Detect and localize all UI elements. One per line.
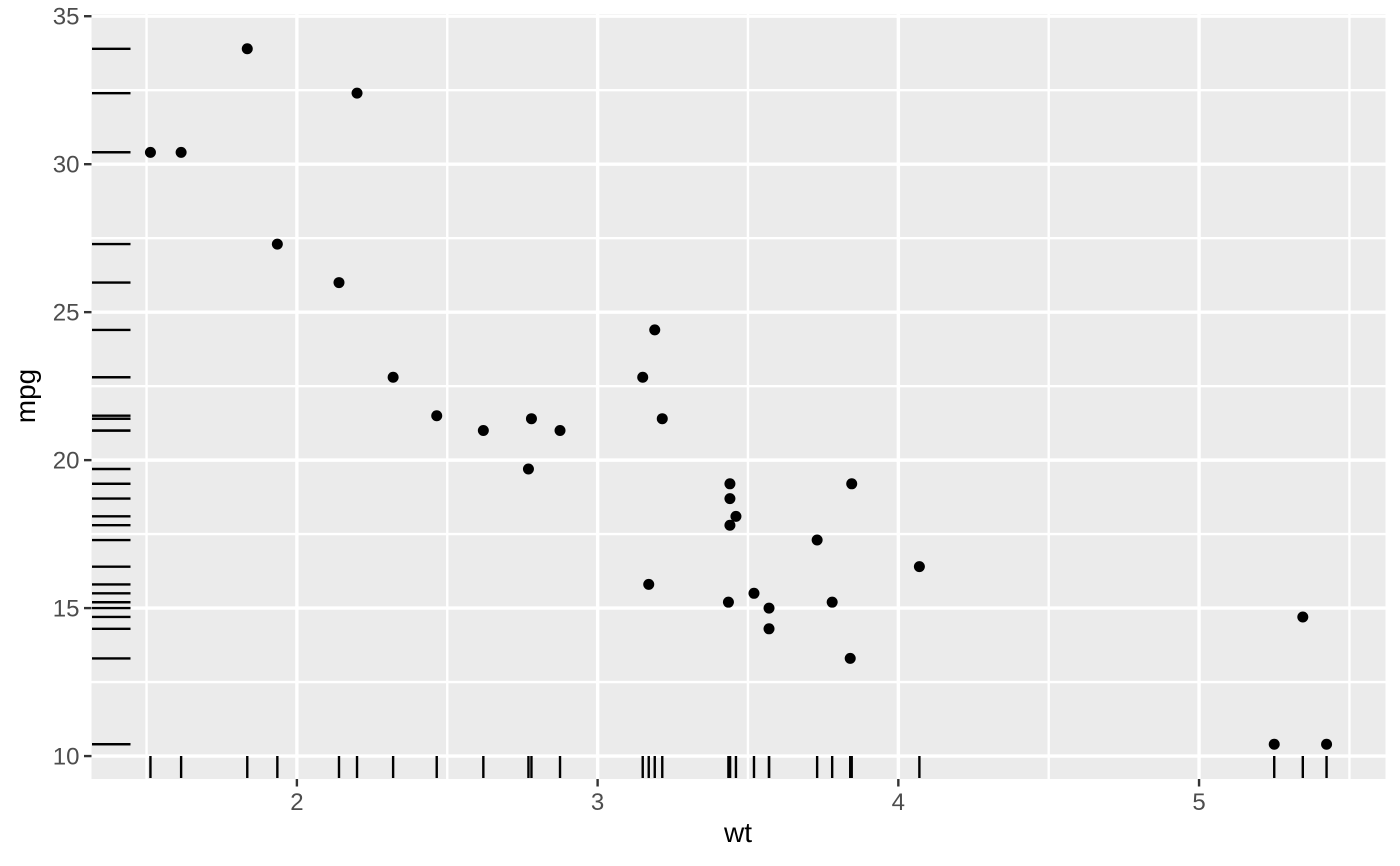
x-tick-label: 2 bbox=[290, 789, 303, 816]
data-point bbox=[722, 596, 734, 608]
data-point bbox=[241, 43, 253, 55]
y-tick-label: 20 bbox=[53, 448, 80, 475]
panel-background bbox=[91, 14, 1386, 779]
data-point bbox=[431, 410, 443, 422]
y-tick-label: 15 bbox=[53, 596, 80, 623]
data-point bbox=[477, 425, 489, 437]
data-point bbox=[333, 277, 345, 289]
y-tick-label: 35 bbox=[53, 4, 80, 31]
data-point bbox=[844, 652, 856, 664]
data-point bbox=[811, 534, 823, 546]
data-point bbox=[763, 623, 775, 635]
data-point bbox=[826, 596, 838, 608]
x-tick-label: 5 bbox=[1192, 789, 1205, 816]
data-point bbox=[724, 493, 736, 505]
data-point bbox=[748, 587, 760, 599]
data-point bbox=[525, 413, 537, 425]
x-tick-label: 4 bbox=[892, 789, 905, 816]
data-point bbox=[144, 146, 156, 158]
data-point bbox=[649, 324, 661, 336]
data-point bbox=[724, 478, 736, 490]
data-point bbox=[1268, 738, 1280, 750]
data-point bbox=[656, 413, 668, 425]
data-point bbox=[913, 561, 925, 573]
x-tick-label: 3 bbox=[591, 789, 604, 816]
data-point bbox=[271, 238, 283, 250]
data-point bbox=[554, 425, 566, 437]
data-point bbox=[763, 602, 775, 614]
data-point bbox=[846, 478, 858, 490]
data-point bbox=[351, 87, 363, 99]
y-tick-label: 30 bbox=[53, 152, 80, 179]
x-axis-title: wt bbox=[724, 817, 752, 848]
data-point bbox=[387, 371, 399, 383]
data-point bbox=[1321, 738, 1333, 750]
y-axis-title: mpg bbox=[10, 368, 41, 424]
data-point bbox=[522, 463, 534, 475]
y-tick-label: 25 bbox=[53, 300, 80, 327]
data-point bbox=[730, 510, 742, 522]
data-point bbox=[637, 371, 649, 383]
data-point bbox=[1297, 611, 1309, 623]
data-point bbox=[643, 578, 655, 590]
y-tick-label: 10 bbox=[53, 744, 80, 771]
data-point bbox=[175, 146, 187, 158]
data-point bbox=[724, 519, 736, 531]
